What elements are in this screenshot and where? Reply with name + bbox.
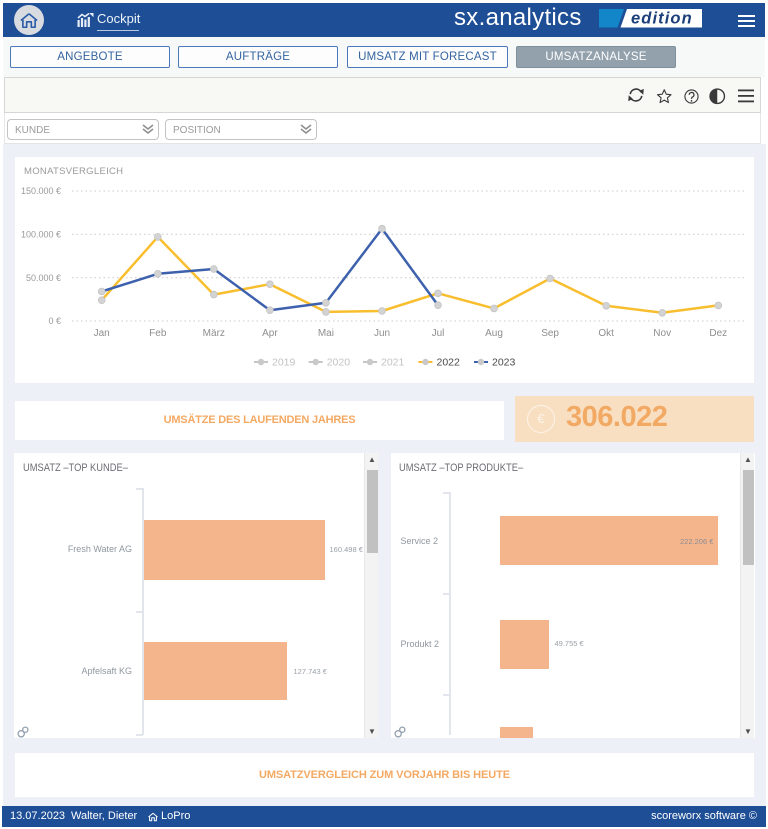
svg-text:Dez: Dez	[709, 328, 727, 339]
svg-text:Jul: Jul	[432, 328, 445, 339]
svg-text:2019: 2019	[272, 357, 296, 369]
svg-text:Jan: Jan	[94, 328, 110, 339]
svg-text:Nov: Nov	[653, 328, 671, 339]
svg-text:März: März	[203, 328, 225, 339]
svg-text:Apr: Apr	[262, 328, 278, 339]
svg-text:150.000 €: 150.000 €	[21, 186, 61, 196]
svg-text:50.000 €: 50.000 €	[26, 273, 61, 283]
svg-text:Jun: Jun	[374, 328, 390, 339]
svg-text:Feb: Feb	[149, 328, 167, 339]
svg-text:Mai: Mai	[318, 328, 334, 339]
svg-text:Sep: Sep	[541, 328, 559, 339]
svg-text:2023: 2023	[492, 357, 516, 369]
svg-text:2020: 2020	[327, 357, 351, 369]
svg-text:2021: 2021	[381, 357, 405, 369]
svg-text:MONATSVERGLEICH: MONATSVERGLEICH	[24, 166, 123, 177]
svg-text:100.000 €: 100.000 €	[21, 230, 61, 240]
svg-text:Aug: Aug	[485, 328, 503, 339]
svg-text:2022: 2022	[437, 357, 461, 369]
svg-text:edition: edition	[631, 10, 693, 28]
svg-text:Okt: Okt	[598, 328, 614, 339]
svg-text:0 €: 0 €	[48, 316, 61, 326]
